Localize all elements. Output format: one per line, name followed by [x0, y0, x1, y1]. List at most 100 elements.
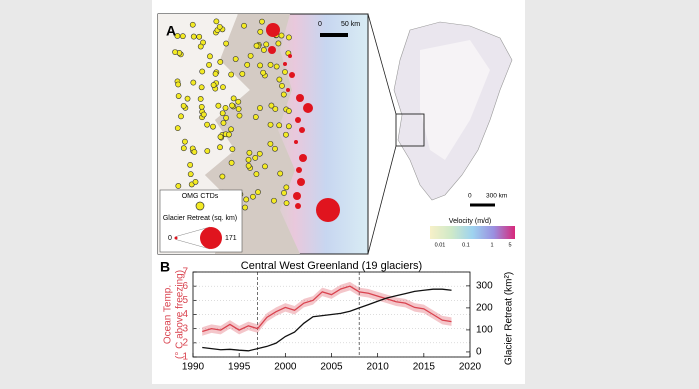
ctd-marker	[248, 53, 253, 58]
scale-label: 50 km	[341, 21, 360, 28]
ctd-marker	[229, 160, 234, 165]
ctd-marker	[190, 22, 195, 27]
ctd-marker	[193, 179, 198, 184]
ctd-marker	[241, 23, 246, 28]
ctd-marker	[272, 146, 277, 151]
ctd-marker	[188, 172, 193, 177]
retreat-marker	[316, 198, 340, 222]
ctd-marker	[279, 83, 284, 88]
retreat-marker	[299, 127, 305, 133]
ctd-marker	[200, 69, 205, 74]
ctd-marker	[281, 190, 286, 195]
ctd-marker	[211, 82, 216, 87]
ctd-marker	[180, 34, 185, 39]
y2-tick-label: 0	[476, 347, 482, 358]
y2-tick-label: 300	[476, 281, 493, 292]
ctd-marker	[246, 157, 251, 162]
x-tick-label: 1990	[182, 362, 205, 373]
ctd-marker	[176, 93, 181, 98]
ctd-marker	[246, 163, 251, 168]
ctd-marker	[220, 85, 225, 90]
retreat-marker	[295, 117, 301, 123]
ctd-marker	[220, 174, 225, 179]
ctd-marker	[176, 82, 181, 87]
ctd-marker	[257, 63, 262, 68]
legend-min-symbol	[175, 237, 178, 240]
ctd-marker	[230, 146, 235, 151]
ctd-marker	[276, 41, 281, 46]
velocity-tick-label: 0.1	[462, 242, 470, 248]
ctd-marker	[218, 59, 223, 64]
retreat-marker	[268, 46, 276, 54]
scale-zero: 0	[318, 21, 322, 28]
ctd-marker	[236, 106, 241, 111]
y2-tick-label: 200	[476, 303, 493, 314]
ctd-marker	[188, 162, 193, 167]
ctd-marker	[217, 145, 222, 150]
ctd-marker	[191, 80, 196, 85]
ctd-marker	[286, 108, 291, 113]
ctd-marker	[205, 148, 210, 153]
x-tick-label: 2000	[274, 362, 297, 373]
inset-scale-zero: 0	[468, 193, 472, 200]
ctd-marker	[233, 56, 238, 61]
retreat-marker	[266, 23, 280, 37]
retreat-marker	[299, 154, 307, 162]
ctd-marker	[223, 41, 228, 46]
legend-max: 171	[225, 235, 237, 242]
ctd-marker	[191, 34, 196, 39]
ctd-marker	[278, 171, 283, 176]
ctd-marker	[259, 19, 264, 24]
ctd-marker	[271, 198, 276, 203]
inset-scale-label: 300 km	[486, 193, 507, 200]
legend-ctd: OMG CTDs	[182, 193, 219, 200]
ctd-marker	[217, 24, 222, 29]
ctd-marker	[214, 19, 219, 24]
ctd-marker	[181, 103, 186, 108]
x-tick-label: 2005	[320, 362, 343, 373]
ctd-marker	[253, 155, 258, 160]
ctd-marker	[197, 34, 202, 39]
ctd-marker	[185, 96, 190, 101]
ctd-marker	[223, 105, 228, 110]
ctd-marker	[247, 150, 252, 155]
ctd-marker	[240, 71, 245, 76]
y2-label: Glacier Retreat (km²)	[504, 272, 515, 365]
velocity-tick-label: 1	[490, 242, 493, 248]
ctd-marker	[282, 69, 287, 74]
chart-title: Central West Greenland (19 glaciers)	[241, 260, 422, 272]
y-label: (° C above freezing)	[175, 270, 186, 359]
retreat-marker	[283, 62, 287, 66]
retreat-marker	[286, 88, 290, 92]
ctd-marker	[264, 42, 269, 47]
velocity-tick-label: 5	[508, 242, 511, 248]
ctd-marker	[273, 106, 278, 111]
ctd-marker	[176, 183, 181, 188]
ctd-marker	[181, 146, 186, 151]
ctd-marker	[255, 189, 260, 194]
velocity-colorbar	[430, 226, 515, 239]
y2-tick-label: 100	[476, 325, 493, 336]
ctd-marker	[253, 114, 258, 119]
ctd-marker	[284, 201, 289, 206]
ctd-marker	[201, 112, 206, 117]
retreat-marker	[288, 54, 292, 58]
ctd-marker	[268, 62, 273, 67]
ctd-marker	[237, 113, 242, 118]
retreat-marker	[293, 192, 301, 200]
ctd-marker	[175, 126, 180, 131]
ctd-marker	[173, 49, 178, 54]
legend-min: 0	[168, 235, 172, 242]
ctd-marker	[216, 103, 221, 108]
ctd-marker	[229, 103, 234, 108]
ctd-marker	[228, 127, 233, 132]
x-tick-label: 2020	[459, 362, 482, 373]
x-tick-label: 2010	[367, 362, 390, 373]
ctd-marker	[207, 54, 212, 59]
ctd-marker	[221, 120, 226, 125]
x-tick-label: 1995	[228, 362, 251, 373]
y-label: Ocean Temp.	[163, 285, 174, 344]
ctd-marker	[242, 205, 247, 210]
retreat-marker	[296, 94, 304, 102]
ctd-marker	[254, 43, 259, 48]
